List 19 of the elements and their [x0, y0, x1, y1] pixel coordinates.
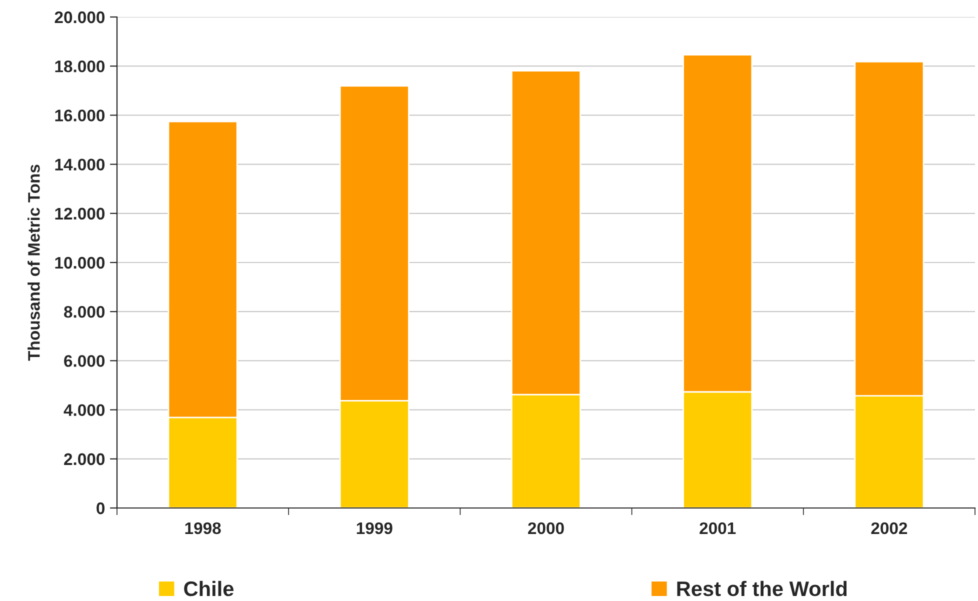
y-axis-title: Thousand of Metric Tons: [28, 164, 40, 361]
x-tick-label: 2001: [700, 522, 736, 534]
y-tick-label: 12.000: [55, 208, 105, 220]
y-tick-label: 14.000: [55, 158, 105, 171]
y-tick-label: 4.000: [64, 404, 105, 416]
y-tick-label: 2.000: [64, 453, 105, 466]
y-tick-label: 6.000: [64, 355, 105, 367]
x-tick-label: 2002: [871, 522, 908, 534]
y-tick-label: 18.000: [55, 60, 105, 72]
legend-label: Rest of the World: [677, 580, 847, 596]
y-tick-label: 10.000: [55, 256, 105, 269]
y-tick-label: 0: [96, 502, 105, 514]
x-tick-label: 1998: [185, 522, 221, 534]
y-tick-label: 16.000: [55, 110, 105, 122]
y-tick-label: 20.000: [54, 11, 105, 24]
legend-label: Chile: [184, 580, 234, 596]
y-tick-label: 8.000: [64, 306, 105, 318]
x-tick-label: 2000: [528, 522, 564, 534]
x-tick-label: 1999: [356, 522, 392, 534]
